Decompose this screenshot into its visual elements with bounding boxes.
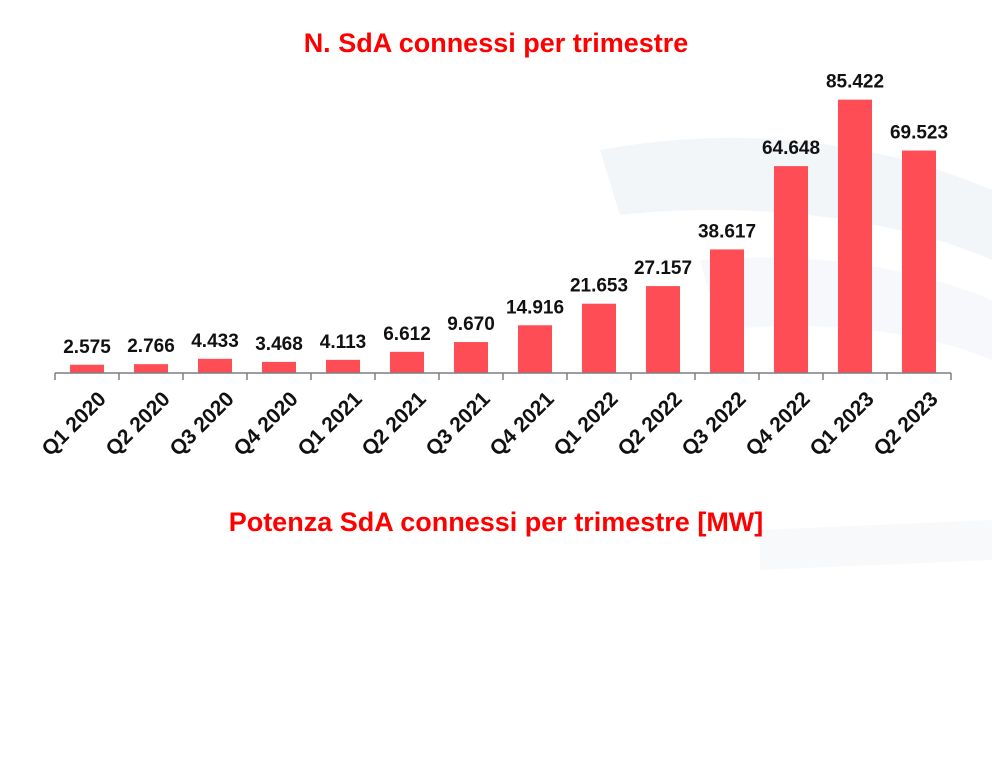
bar-q4-2020 [262, 361, 296, 373]
bar-q2-2022 [646, 286, 680, 373]
bar-q3-2022 [710, 249, 744, 373]
x-tick-label: Q2 2023 [869, 387, 942, 460]
bar-q4-2021 [518, 325, 552, 373]
x-tick-label: Q3 2022 [677, 387, 750, 460]
bar-q2-2020 [134, 364, 168, 373]
data-label: 27.157 [634, 258, 692, 279]
data-label: 3.468 [255, 334, 303, 355]
x-tick-label: Q1 2022 [549, 387, 622, 460]
x-tick-label: Q1 2023 [805, 387, 878, 460]
data-label: 69.523 [890, 123, 948, 144]
bar-q1-2021 [326, 359, 360, 373]
x-tick-label: Q2 2020 [101, 387, 174, 460]
x-tick-label: Q3 2021 [421, 387, 494, 460]
data-label: 85.422 [826, 72, 884, 93]
data-label: 6.612 [383, 324, 431, 345]
x-tick-label: Q3 2020 [165, 387, 238, 460]
data-label: 4.113 [320, 332, 367, 353]
data-label: 9.670 [447, 314, 495, 335]
data-label: 2.766 [127, 336, 175, 357]
chart-title: N. SdA connessi per trimestre [303, 28, 689, 58]
data-label: 21.653 [570, 276, 628, 297]
bar-q4-2022 [774, 166, 808, 373]
bars-group [70, 99, 936, 373]
bar-q2-2021 [390, 351, 424, 373]
data-label: 64.648 [762, 138, 820, 159]
x-tick-label: Q2 2021 [357, 387, 430, 460]
x-axis-ticks-group [54, 373, 952, 380]
data-label: 38.617 [698, 221, 756, 242]
data-label: 2.575 [63, 337, 111, 358]
x-tick-label: Q4 2020 [229, 387, 302, 460]
x-tick-label: Q1 2021 [293, 387, 366, 460]
bar-q1-2020 [70, 364, 104, 373]
bar-q1-2023 [838, 99, 872, 373]
data-labels-group: 2.575 2.766 4.433 3.468 4.113 6.612 9.670 14.91… [63, 72, 948, 358]
x-tick-label: Q1 2020 [37, 387, 110, 460]
x-tick-label: Q2 2022 [613, 387, 686, 460]
bar-q3-2021 [454, 342, 488, 373]
bar-q3-2020 [198, 358, 232, 373]
x-tick-label: Q4 2022 [741, 387, 814, 460]
data-label: 4.433 [191, 331, 239, 352]
x-tick-label: Q4 2021 [485, 387, 558, 460]
second-chart-title: Potenza SdA connessi per trimestre [MW] [228, 507, 764, 537]
bar-q1-2022 [582, 303, 616, 373]
data-label: 14.916 [506, 297, 564, 318]
bar-q2-2023 [902, 150, 936, 373]
